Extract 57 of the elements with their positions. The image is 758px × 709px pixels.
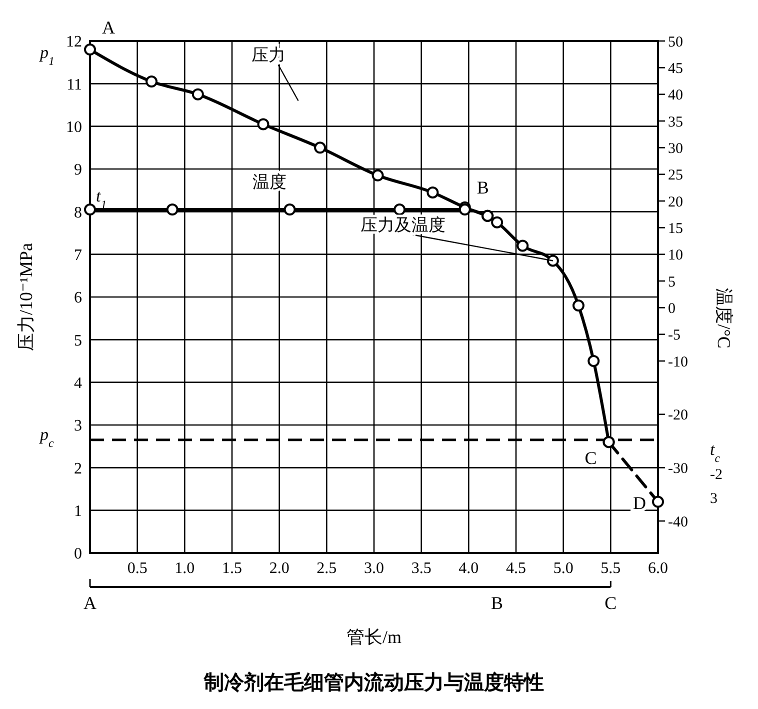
- y-tick-label: 7: [74, 246, 82, 264]
- y2-tick-label: 25: [668, 168, 683, 184]
- y2-tick-label: 5: [668, 274, 676, 290]
- y2-tick-label: -10: [668, 354, 688, 370]
- y-tick-label: 4: [74, 374, 82, 392]
- text: t$_{c}$: [710, 440, 721, 465]
- text: 3: [710, 490, 718, 507]
- annotation: D: [633, 492, 646, 513]
- y2-tick-label: 0: [668, 300, 676, 317]
- annotation: C: [604, 593, 617, 613]
- y2-tick-label: -40: [668, 514, 688, 530]
- annotation: A: [102, 18, 115, 38]
- x-axis-title: 管长/m: [346, 627, 402, 647]
- y2-tick-label: 45: [668, 60, 683, 77]
- x-tick-label: 2.5: [316, 560, 337, 577]
- y-tick-label: 8: [74, 204, 82, 222]
- y2-tick-label: 30: [668, 140, 683, 157]
- text: B: [491, 593, 504, 613]
- x-tick-label: 4.5: [506, 560, 526, 577]
- y2-tick-label: 35: [668, 114, 683, 130]
- y-tick-label: 6: [74, 290, 82, 307]
- y2-axis-title: 温度/°C: [714, 288, 734, 348]
- y-tick-label: 11: [66, 76, 82, 94]
- x-tick-label: 2.0: [269, 560, 290, 577]
- x-tick-label: 3.0: [364, 560, 384, 577]
- y2-tick-label: 40: [668, 88, 683, 104]
- annotation: C: [584, 448, 597, 468]
- y-tick-label: 10: [66, 118, 82, 136]
- y2-tick-label: 20: [668, 194, 683, 210]
- y2-tick-label: -30: [668, 460, 688, 477]
- text: p$_{1}$: [39, 43, 54, 68]
- annotation: B: [476, 178, 489, 198]
- y-tick-label: 9: [74, 162, 82, 179]
- y2-tick-label: 50: [668, 34, 683, 50]
- text: p$_{c}$: [39, 424, 54, 450]
- x-tick-label: 6.0: [648, 560, 668, 577]
- x-tick-label: 1.0: [174, 560, 195, 577]
- x-tick-label: 3.5: [411, 560, 432, 577]
- y2-tick-label: 15: [668, 220, 683, 237]
- y-axis-title: 压力/10⁻¹MPa: [16, 243, 36, 351]
- text: 制冷剂在毛细管内流动压力与温度特性: [203, 671, 544, 694]
- y-tick-label: 3: [74, 418, 82, 435]
- y-tick-label: 2: [74, 460, 82, 478]
- y-tick-label: 0: [74, 546, 82, 563]
- y2-tick-label: -5: [668, 328, 680, 344]
- y-tick-label: 5: [74, 332, 82, 350]
- y-tick-label: 1: [74, 502, 82, 520]
- y2-tick-label: -20: [668, 408, 688, 424]
- x-tick-label: 5.5: [600, 560, 621, 577]
- x-tick-label: 4.0: [458, 560, 479, 577]
- y2-tick-label: 10: [668, 248, 683, 264]
- y-tick-label: 12: [66, 34, 82, 51]
- x-tick-label: 5.0: [553, 560, 574, 577]
- text: -2: [710, 466, 722, 483]
- annotation: A: [84, 593, 96, 613]
- x-tick-label: 1.5: [222, 560, 242, 577]
- x-tick-label: 0.5: [127, 560, 148, 577]
